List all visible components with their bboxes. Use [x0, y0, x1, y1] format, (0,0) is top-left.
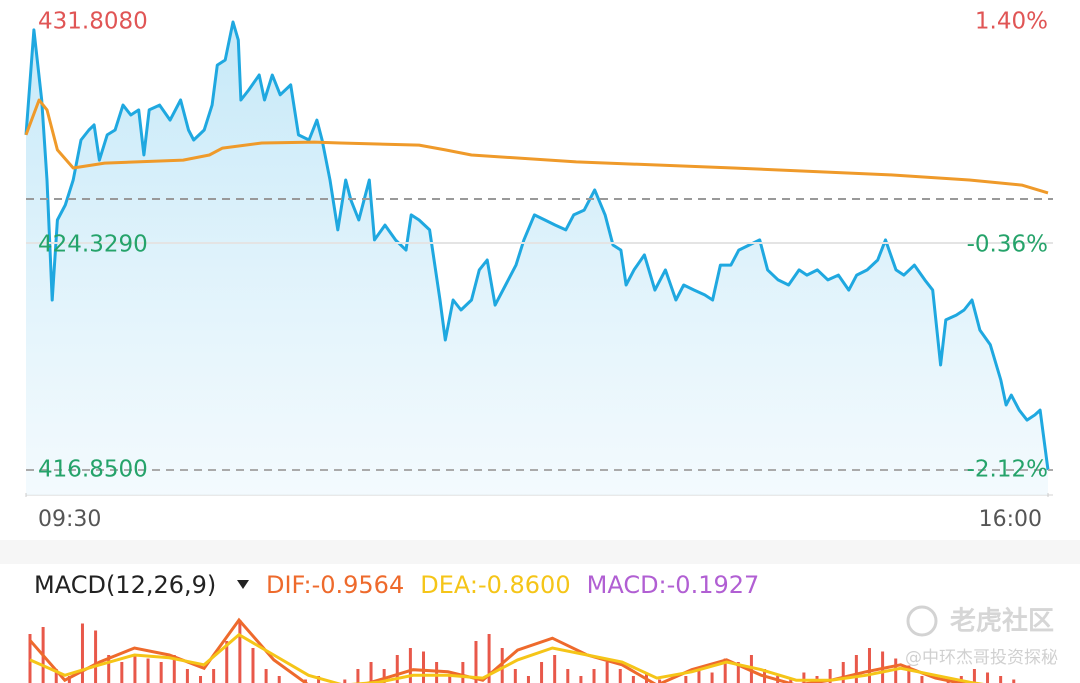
- macd-bar: [513, 669, 517, 683]
- macd-bar: [592, 669, 596, 683]
- macd-bar: [710, 672, 714, 683]
- macd-bar: [172, 655, 176, 683]
- macd-bar: [566, 669, 570, 683]
- macd-bar: [828, 669, 832, 683]
- macd-bar: [631, 676, 635, 683]
- watermark: 老虎社区 @中环杰哥投资探秘: [905, 605, 1058, 668]
- macd-bar: [736, 662, 740, 683]
- macd-bar: [120, 662, 124, 683]
- price-line: [24, 20, 1050, 471]
- separator: [0, 540, 1080, 564]
- macd-bar: [54, 669, 58, 683]
- macd-line: [28, 617, 968, 683]
- macd-bar: [356, 669, 360, 683]
- macd-bar: [841, 662, 845, 683]
- macd-bar: [461, 662, 465, 683]
- legend-entry: DEA:-0.8600: [420, 571, 570, 599]
- x-tick-label: 09:30: [38, 507, 101, 532]
- macd-bar: [369, 662, 373, 683]
- macd-bar: [1012, 679, 1016, 683]
- macd-bar: [618, 669, 622, 683]
- macd-bar: [854, 655, 858, 683]
- macd-bar: [225, 641, 229, 683]
- macd-bar: [343, 679, 347, 683]
- y-tick-label: 424.3290: [38, 232, 148, 258]
- legend-entry: MACD:-0.1927: [587, 571, 760, 599]
- watermark-brand: 老虎社区: [950, 606, 1054, 637]
- macd-bar: [540, 662, 544, 683]
- y-tick-label: 416.8500: [38, 457, 148, 483]
- macd-bar: [986, 672, 990, 683]
- macd-bar: [94, 630, 98, 683]
- macd-bar: [802, 672, 806, 683]
- macd-bar: [907, 665, 911, 683]
- y2-tick-label: 1.40%: [975, 9, 1048, 35]
- macd-bar: [605, 662, 609, 683]
- macd-bar: [251, 648, 255, 683]
- macd-bar: [972, 669, 976, 683]
- macd-bar: [999, 676, 1003, 683]
- macd-title[interactable]: MACD(12,26,9): [34, 571, 216, 599]
- macd-bar: [212, 669, 216, 683]
- average-line: [24, 98, 1049, 195]
- macd-bar: [867, 648, 871, 683]
- macd-bar: [658, 679, 662, 683]
- macd-bar: [28, 634, 32, 683]
- legend-entry: DIF:-0.9564: [266, 571, 404, 599]
- macd-plot: [28, 617, 1016, 683]
- macd-bar: [238, 620, 242, 683]
- macd-bar: [133, 655, 137, 683]
- macd-bar: [80, 623, 84, 683]
- watermark-logo: [906, 605, 938, 637]
- macd-bar: [146, 658, 150, 683]
- macd-bar: [697, 669, 701, 683]
- y2-tick-label: -2.12%: [967, 457, 1048, 483]
- dropdown-arrow[interactable]: [237, 580, 249, 589]
- macd-bar: [159, 662, 163, 683]
- macd-bar: [107, 655, 111, 683]
- watermark-author: @中环杰哥投资探秘: [905, 648, 1058, 668]
- macd-bar: [185, 669, 189, 683]
- macd-bar: [526, 676, 530, 683]
- macd-bar: [408, 648, 412, 683]
- macd-bar: [277, 676, 281, 683]
- macd-bar: [723, 658, 727, 683]
- x-tick-label: 16:00: [979, 507, 1042, 532]
- macd-bar: [199, 676, 203, 683]
- macd-bar: [487, 634, 491, 683]
- macd-bar: [789, 679, 793, 683]
- macd-bar: [500, 648, 504, 683]
- y2-tick-label: -0.36%: [967, 232, 1048, 258]
- macd-bar: [579, 676, 583, 683]
- price-area: [26, 22, 1048, 495]
- y-tick-label: 431.8080: [38, 9, 148, 35]
- macd-bar: [382, 669, 386, 683]
- macd-bar: [422, 651, 426, 683]
- macd-bar: [395, 655, 399, 683]
- macd-bar: [684, 676, 688, 683]
- macd-line: [29, 632, 985, 683]
- macd-bar: [474, 641, 478, 683]
- macd-bar: [264, 669, 268, 683]
- macd-bar: [448, 676, 452, 683]
- macd-bar: [553, 655, 557, 683]
- macd-bar: [920, 676, 924, 683]
